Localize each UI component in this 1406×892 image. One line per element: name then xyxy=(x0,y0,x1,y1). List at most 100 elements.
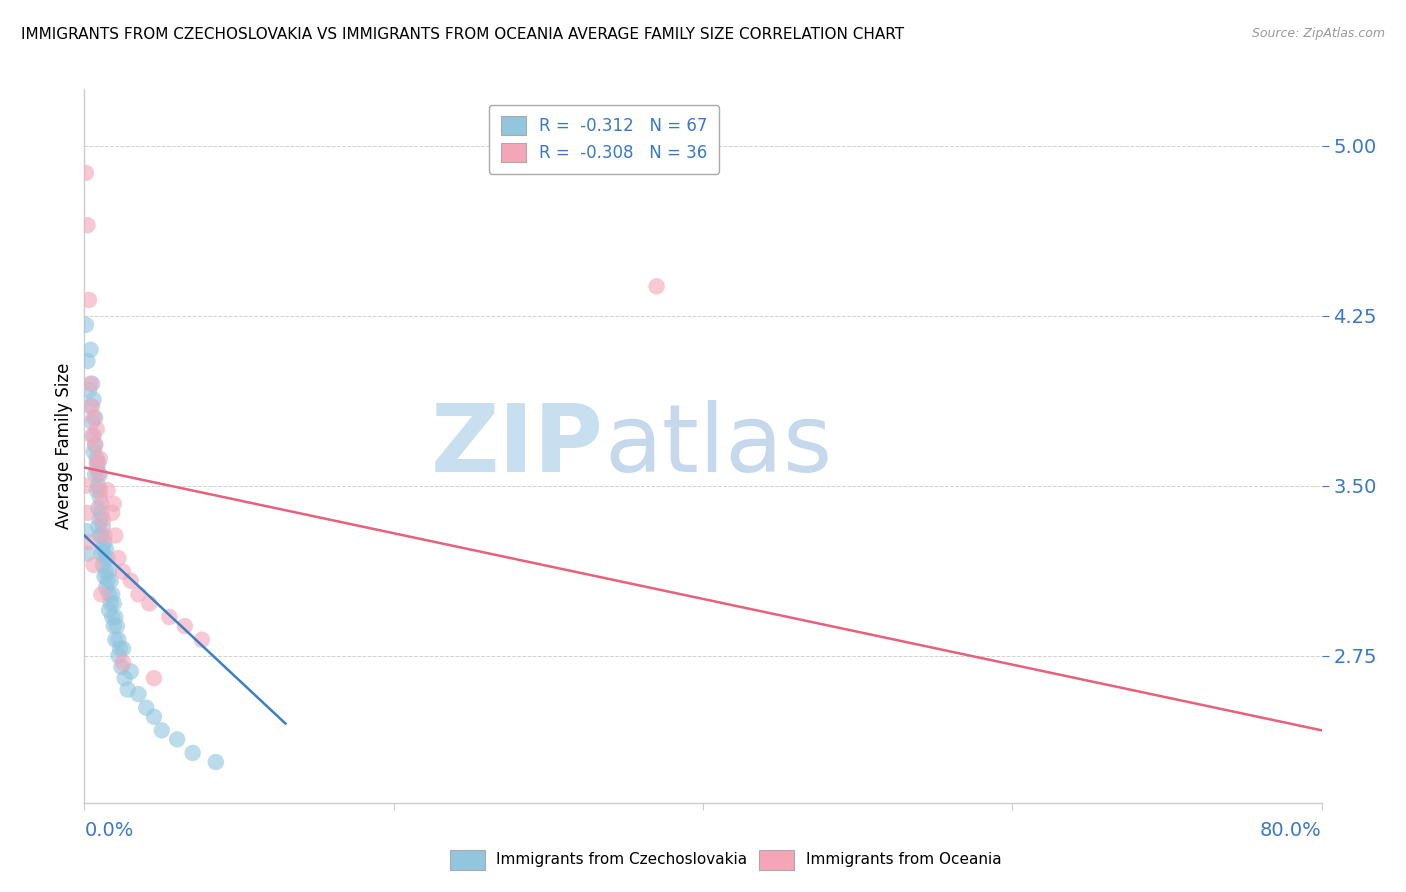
Point xyxy=(84,438,107,452)
Point xyxy=(166,732,188,747)
Point xyxy=(75,166,97,180)
Point xyxy=(82,376,104,391)
Point xyxy=(76,547,98,561)
Point xyxy=(82,429,104,443)
Point xyxy=(114,671,136,685)
Point xyxy=(89,467,111,482)
Point xyxy=(107,632,129,647)
Point xyxy=(191,632,214,647)
Point xyxy=(112,565,135,579)
Point xyxy=(107,551,129,566)
Point xyxy=(77,535,100,549)
Point xyxy=(181,746,204,760)
Point xyxy=(103,619,125,633)
Point xyxy=(91,542,114,557)
Point xyxy=(75,524,97,538)
Point xyxy=(143,671,166,685)
Point xyxy=(83,392,105,407)
Text: Immigrants from Oceania: Immigrants from Oceania xyxy=(806,853,1001,867)
Y-axis label: Average Family Size: Average Family Size xyxy=(55,363,73,529)
Point xyxy=(101,506,124,520)
Point xyxy=(84,467,107,482)
Point xyxy=(103,597,125,611)
Point xyxy=(82,400,104,414)
Point xyxy=(90,587,112,601)
Point xyxy=(110,660,132,674)
Point xyxy=(89,513,111,527)
Point xyxy=(100,574,122,588)
Point xyxy=(89,490,111,504)
Point xyxy=(86,422,108,436)
Point xyxy=(104,528,127,542)
Point xyxy=(96,551,118,566)
Point xyxy=(87,478,110,492)
Text: atlas: atlas xyxy=(605,400,832,492)
Text: IMMIGRANTS FROM CZECHOSLOVAKIA VS IMMIGRANTS FROM OCEANIA AVERAGE FAMILY SIZE CO: IMMIGRANTS FROM CZECHOSLOVAKIA VS IMMIGR… xyxy=(21,27,904,42)
Point xyxy=(98,587,121,601)
Text: Source: ZipAtlas.com: Source: ZipAtlas.com xyxy=(1251,27,1385,40)
Point xyxy=(91,558,114,572)
Point xyxy=(91,519,114,533)
Point xyxy=(87,519,110,533)
Point xyxy=(101,587,124,601)
Text: 80.0%: 80.0% xyxy=(1260,821,1322,840)
Point xyxy=(83,558,105,572)
Text: Immigrants from Czechoslovakia: Immigrants from Czechoslovakia xyxy=(496,853,748,867)
Point xyxy=(93,535,115,549)
Point xyxy=(83,429,105,443)
Point xyxy=(79,343,101,357)
Point xyxy=(105,619,128,633)
Point xyxy=(84,410,107,425)
Point xyxy=(94,565,117,579)
Point xyxy=(90,497,112,511)
Point xyxy=(143,709,166,723)
Point xyxy=(89,483,111,498)
Point xyxy=(103,497,125,511)
Point xyxy=(76,218,98,232)
Point xyxy=(120,574,142,588)
Legend: R =  -0.312   N = 67, R =  -0.308   N = 36: R = -0.312 N = 67, R = -0.308 N = 36 xyxy=(489,104,718,174)
Text: ZIP: ZIP xyxy=(432,400,605,492)
Point xyxy=(79,400,101,414)
Point xyxy=(87,501,110,516)
Point xyxy=(108,641,131,656)
Point xyxy=(100,597,122,611)
Point xyxy=(89,528,111,542)
Point xyxy=(91,513,114,527)
Point xyxy=(104,632,127,647)
Point xyxy=(645,279,668,293)
Point xyxy=(127,587,149,601)
Point xyxy=(82,415,104,429)
Point xyxy=(83,444,105,458)
Point xyxy=(98,565,121,579)
Point xyxy=(94,581,117,595)
Point xyxy=(117,682,139,697)
Point xyxy=(93,551,115,566)
Point xyxy=(87,467,110,482)
Point xyxy=(77,384,100,398)
Point xyxy=(96,574,118,588)
Point xyxy=(127,687,149,701)
Point xyxy=(86,460,108,475)
Point xyxy=(94,542,117,557)
Point xyxy=(159,610,180,624)
Point xyxy=(138,597,160,611)
Point xyxy=(76,354,98,368)
Point xyxy=(107,648,129,663)
Text: 0.0%: 0.0% xyxy=(84,821,134,840)
Point xyxy=(77,293,100,307)
Point xyxy=(104,610,127,624)
Point xyxy=(87,456,110,470)
Point xyxy=(93,569,115,583)
Point xyxy=(174,619,197,633)
Point xyxy=(112,641,135,656)
Point xyxy=(84,438,107,452)
Point xyxy=(90,547,112,561)
Point xyxy=(75,478,97,492)
Point xyxy=(93,528,115,542)
Point xyxy=(205,755,228,769)
Point xyxy=(86,456,108,470)
Point xyxy=(86,483,108,498)
Point xyxy=(96,483,118,498)
Point xyxy=(120,665,142,679)
